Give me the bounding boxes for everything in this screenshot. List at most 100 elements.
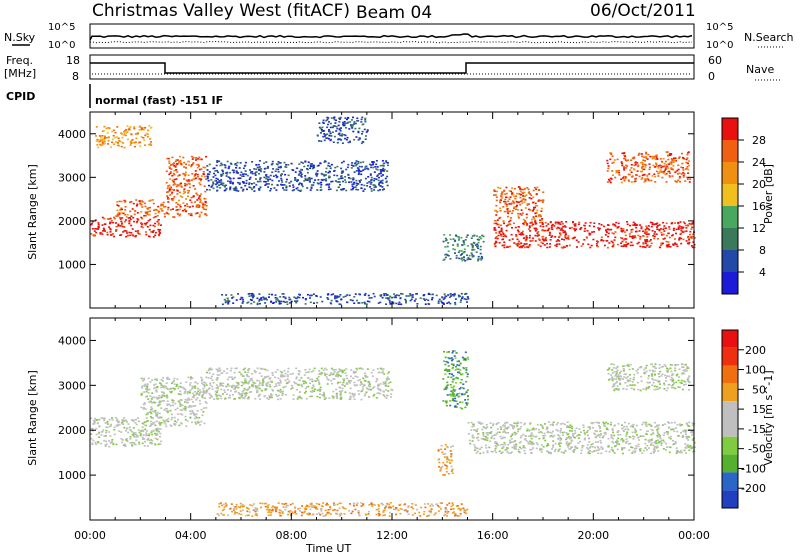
velocity-cell-4 <box>582 424 585 426</box>
power-cell-7 <box>667 232 670 235</box>
power-cell-7 <box>648 229 651 231</box>
power-cell-10 <box>329 302 332 304</box>
power-cell-7 <box>554 244 557 247</box>
velocity-cell-4 <box>626 440 629 443</box>
power-cell-0 <box>140 225 143 228</box>
power-cell-9 <box>678 172 681 174</box>
velocity-cell-1 <box>189 416 192 419</box>
power-cell-9 <box>646 174 649 176</box>
power-cell-4 <box>245 173 248 176</box>
power-cell-7 <box>688 233 691 236</box>
power-cell-2 <box>204 201 207 204</box>
power-cell-4 <box>277 168 280 171</box>
velocity-cell-4 <box>504 443 507 446</box>
power-cell-8 <box>505 203 508 206</box>
power-cell-7 <box>622 228 625 230</box>
velocity-cell-2 <box>345 382 348 384</box>
velocity-cell-1 <box>189 391 191 394</box>
power-cell-0 <box>152 229 155 232</box>
power-cell-10 <box>282 300 285 303</box>
velocity-cell-4 <box>687 444 689 446</box>
velocity-cell-4 <box>566 425 569 427</box>
power-cell-10 <box>411 294 414 296</box>
velocity-cell-4 <box>485 423 488 426</box>
power-cell-9 <box>673 159 676 162</box>
velocity-cell-2 <box>249 378 252 380</box>
power-cell-1 <box>157 211 160 214</box>
power-cell-9 <box>687 162 689 165</box>
power-cell-7 <box>646 233 649 235</box>
power-cell-7 <box>646 231 649 233</box>
power-cell-0 <box>153 225 156 228</box>
velocity-cell-1 <box>190 376 192 378</box>
power-cell-7 <box>658 229 661 232</box>
velocity-cell-1 <box>143 421 146 423</box>
velocity-cell-4 <box>532 447 535 449</box>
power-cell-6 <box>464 239 467 241</box>
power-cell-4 <box>252 187 255 189</box>
velocity-cell-1 <box>184 418 187 421</box>
velocity-cell-4 <box>597 441 600 443</box>
velocity-cell-1 <box>178 424 181 427</box>
power-cell-1 <box>120 200 123 203</box>
velocity-cell-1 <box>180 422 183 425</box>
velocity-cell-2 <box>208 392 211 395</box>
velocity-cell-2 <box>360 382 363 384</box>
velocity-cell-4 <box>520 447 523 450</box>
power-cell-10 <box>429 293 432 296</box>
velocity-cell-0 <box>150 423 153 425</box>
velocity-cell-4 <box>509 423 512 426</box>
power-cell-5 <box>343 134 346 136</box>
power-cell-7 <box>624 231 627 233</box>
velocity-cell-4 <box>506 447 509 449</box>
velocity-cell-1 <box>150 424 153 427</box>
velocity-cell-2 <box>247 381 250 384</box>
power-cell-3 <box>138 126 141 128</box>
power-cell-9 <box>687 172 690 174</box>
velocity-cell-4 <box>592 442 595 445</box>
power-cell-6 <box>453 248 456 251</box>
power-cell-3 <box>116 126 119 128</box>
power-cell-2 <box>180 185 183 187</box>
power-cell-8 <box>510 202 513 204</box>
power-cell-4 <box>327 171 330 174</box>
velocity-cell-4 <box>617 440 619 443</box>
power-cell-4 <box>360 170 363 172</box>
velocity-cell-2 <box>282 386 285 389</box>
power-cell-1 <box>134 209 137 212</box>
velocity-cell-0 <box>108 418 111 421</box>
power-cell-9 <box>671 168 674 171</box>
power-cell-0 <box>127 234 130 237</box>
power-cell-7 <box>517 229 519 232</box>
velocity-cell-2 <box>339 381 342 384</box>
power-cell-3 <box>130 140 133 143</box>
velocity-cell-0 <box>141 429 144 431</box>
power-cell-10 <box>335 296 338 299</box>
power-cell-7 <box>598 229 600 231</box>
power-cell-5 <box>328 121 330 123</box>
power-cell-4 <box>226 180 229 182</box>
velocity-cell-1 <box>159 424 162 426</box>
power-cell-7 <box>643 232 646 234</box>
power-cell-8 <box>519 186 521 188</box>
power-cell-10 <box>423 294 426 296</box>
power-cell-6 <box>444 237 447 240</box>
power-cell-8 <box>529 209 532 211</box>
power-cell-4 <box>216 190 219 192</box>
velocity-heatmap <box>90 350 696 517</box>
power-cell-6 <box>461 253 463 255</box>
velocity-cell-0 <box>144 428 147 431</box>
power-cell-5 <box>361 141 364 143</box>
velocity-cell-2 <box>383 395 386 398</box>
power-cell-9 <box>664 160 667 163</box>
velocity-cell-4 <box>486 432 489 434</box>
velocity-cell-2 <box>380 367 383 370</box>
power-cell-10 <box>241 297 244 299</box>
power-cell-4 <box>294 177 297 179</box>
power-cell-4 <box>360 183 363 186</box>
velocity-cell-2 <box>227 397 230 399</box>
power-cell-7 <box>563 225 566 227</box>
power-cell-7 <box>541 238 544 241</box>
power-cell-4 <box>386 162 389 164</box>
velocity-cell-2 <box>246 389 249 392</box>
